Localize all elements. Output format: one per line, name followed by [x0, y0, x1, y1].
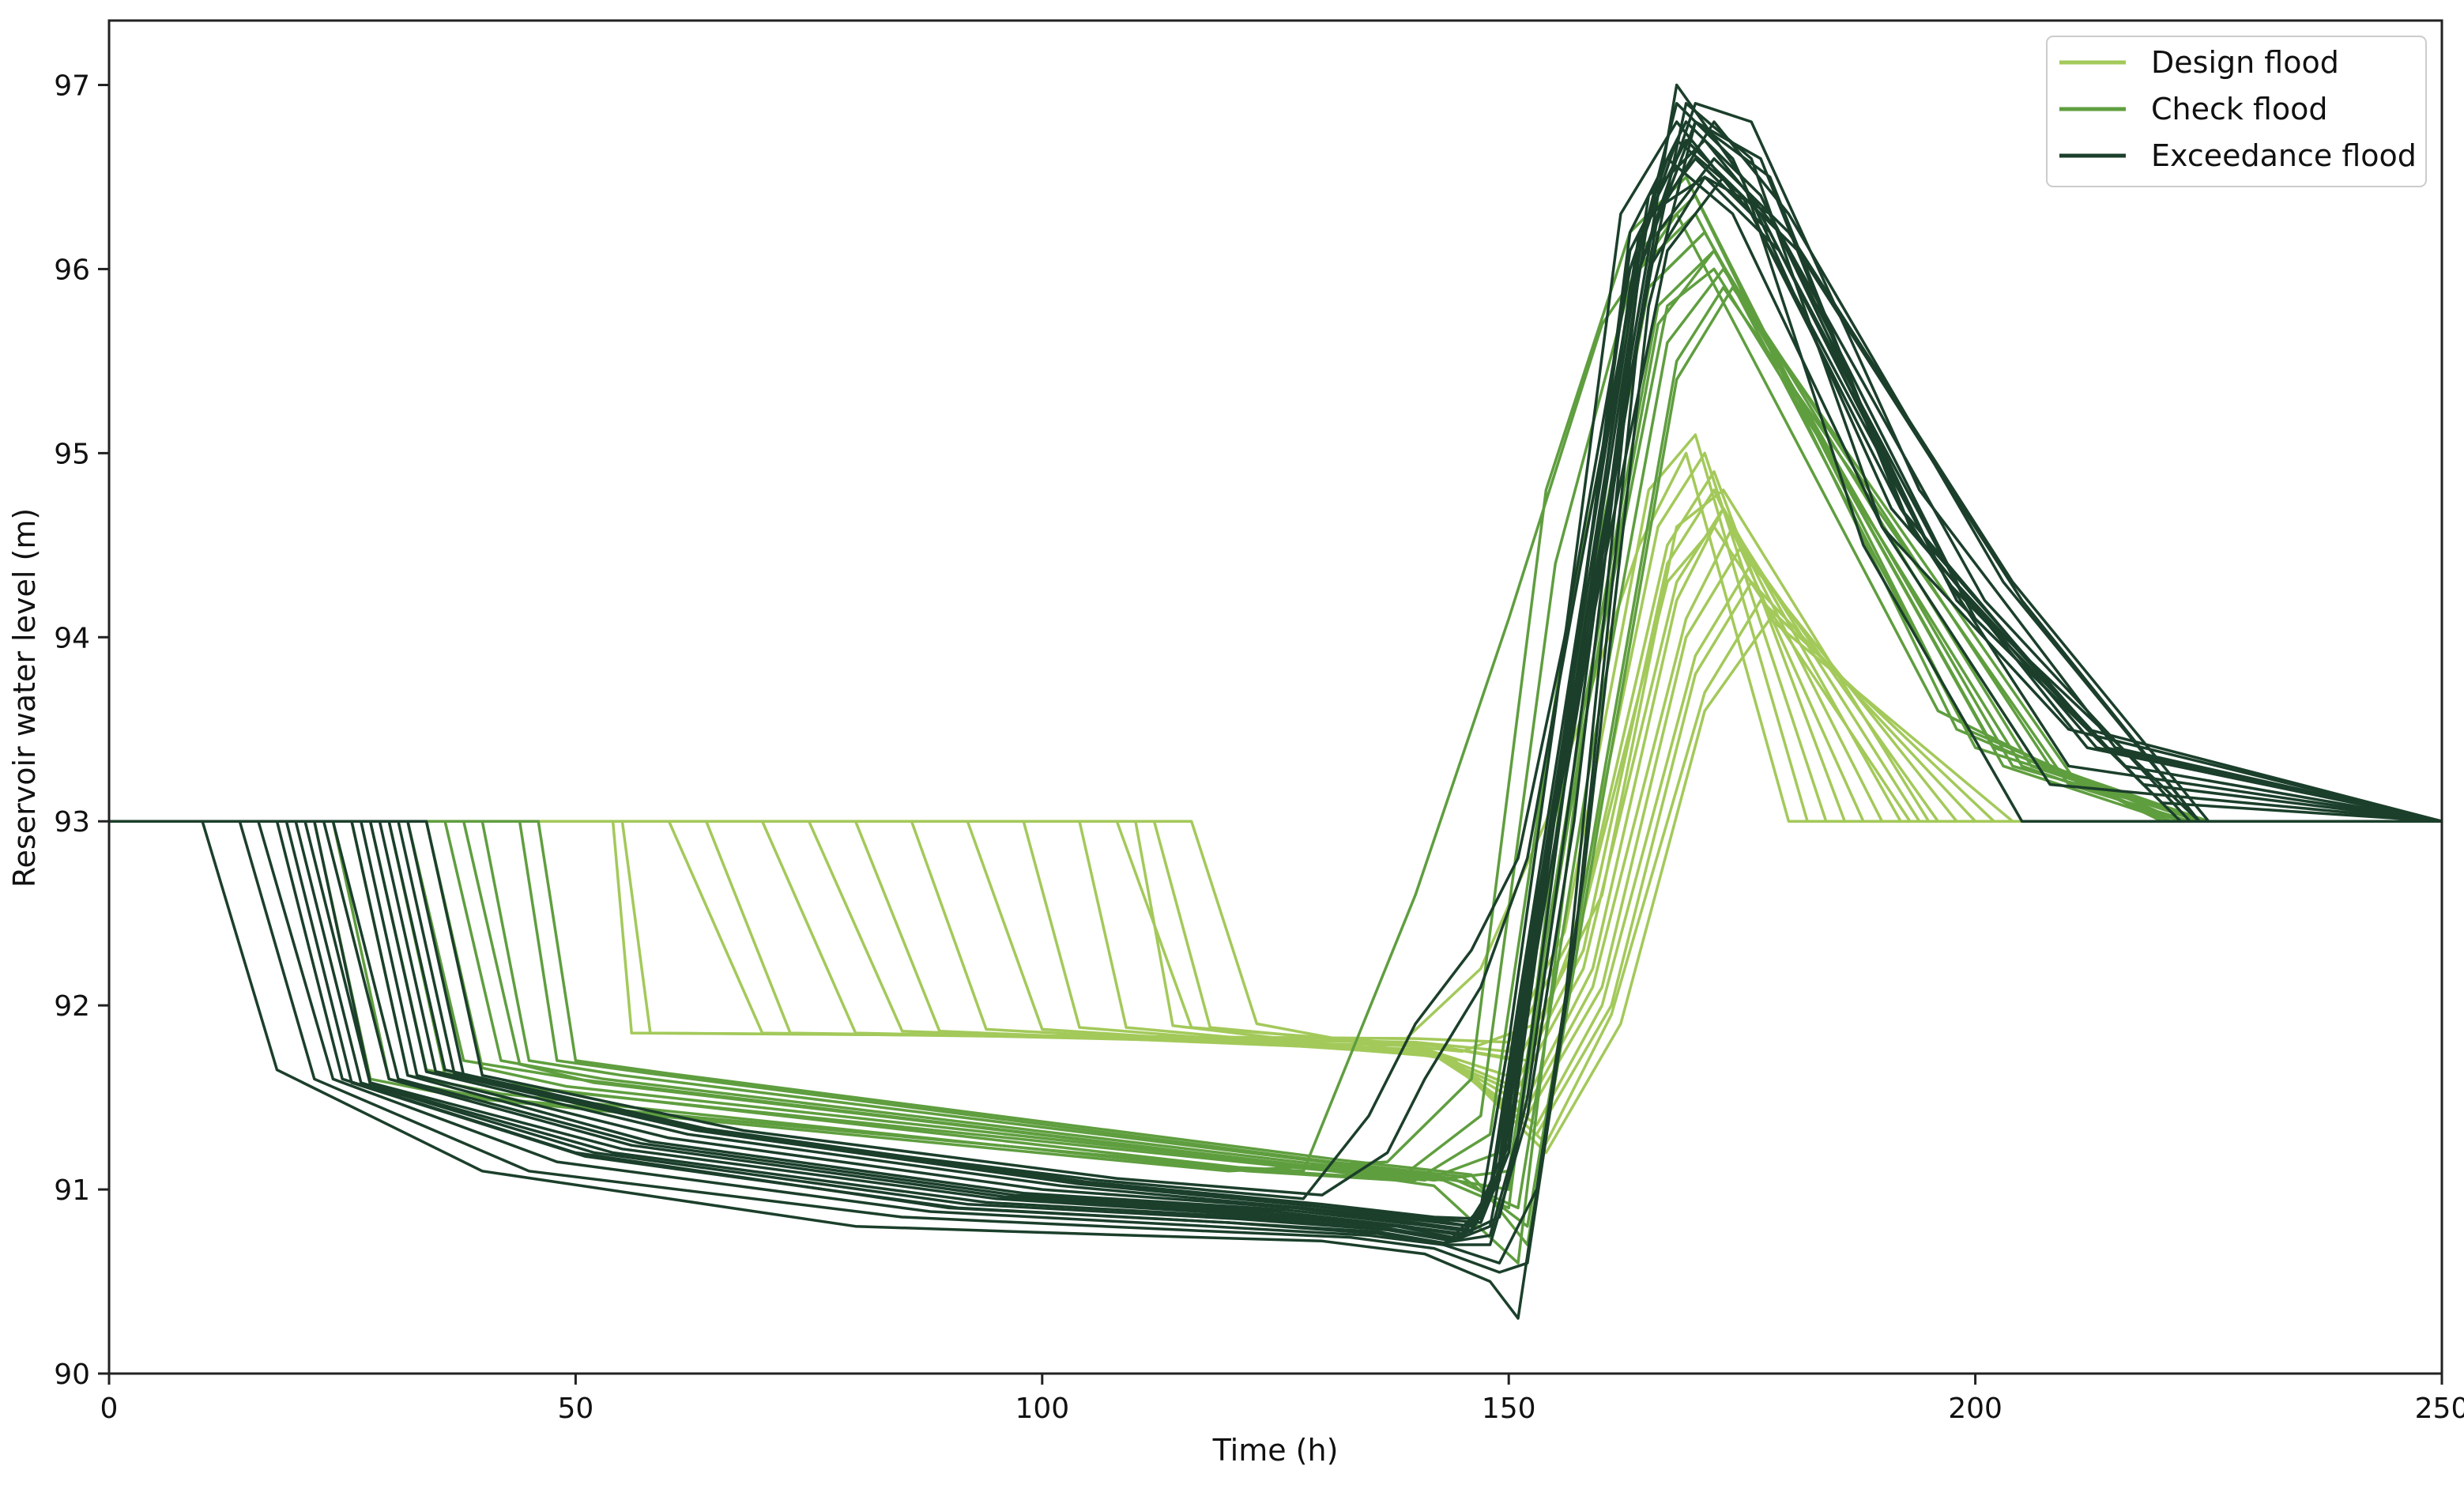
exceedance-flood-line-15 [109, 138, 2443, 1197]
x-tick-label: 250 [2415, 1393, 2464, 1425]
check-flood-line-12 [109, 285, 2442, 1246]
x-tick-label: 0 [100, 1393, 119, 1425]
exceedance-flood-line-3 [109, 120, 2443, 1265]
x-tick-label: 150 [1482, 1393, 1536, 1425]
design-flood-line-13 [109, 451, 2442, 1040]
exceedance-flood-line-13 [109, 175, 2442, 1221]
y-tick-label: 90 [54, 1359, 90, 1391]
design-flood-line-15 [109, 525, 2442, 1062]
exceedance-flood-line-9 [109, 175, 2442, 1234]
y-tick-label: 96 [54, 254, 90, 286]
y-tick-label: 93 [54, 806, 90, 839]
legend-label-design: Design flood [2151, 45, 2339, 80]
exceedance-flood-line-11 [109, 120, 2442, 1228]
y-tick-label: 91 [54, 1174, 90, 1207]
exceedance-flood-line-10 [109, 138, 2442, 1232]
y-tick-label: 94 [54, 622, 90, 654]
exceedance-flood-line-5 [109, 120, 2443, 1243]
design-flood-line-10 [109, 580, 2442, 1136]
series-group-exceedance-flood [109, 83, 2443, 1320]
design-flood-line-5 [109, 507, 2442, 1090]
check-flood-line-10 [109, 267, 2442, 1265]
design-flood-line-1 [109, 433, 2442, 1044]
x-axis-title: Time (h) [1212, 1433, 1339, 1468]
check-flood-line-11 [109, 231, 2442, 1210]
check-flood-line-6 [109, 285, 2442, 1228]
x-tick-label: 50 [557, 1393, 593, 1425]
x-tick-label: 100 [1015, 1393, 1069, 1425]
design-flood-line-6 [109, 507, 2442, 1099]
exceedance-flood-line-18 [109, 175, 2442, 1228]
series-layer [109, 83, 2443, 1320]
y-tick-label: 92 [54, 990, 90, 1023]
x-tick-label: 200 [1948, 1393, 2002, 1425]
legend-box [2046, 36, 2427, 187]
check-flood-line-8 [109, 175, 2442, 1173]
check-flood-line-4 [109, 249, 2442, 1191]
design-flood-line-8 [109, 544, 2442, 1118]
exceedance-flood-line-17 [109, 102, 2443, 1245]
axes-layer: 0 50 100 150 200 250 90 91 92 93 94 95 96 97 [54, 70, 2464, 1425]
legend: Design flood Check flood Exceedance floo… [2046, 36, 2427, 187]
y-tick-label: 97 [54, 70, 90, 103]
y-tick-label: 95 [54, 438, 90, 470]
y-axis-title: Reservoir water level (m) [7, 508, 42, 888]
design-flood-line-11 [109, 598, 2442, 1145]
design-flood-line-7 [109, 525, 2442, 1109]
exceedance-flood-line-16 [109, 102, 2443, 1241]
plot-frame [107, 19, 2443, 1375]
design-flood-line-12 [109, 617, 2442, 1155]
legend-label-exceedance: Exceedance flood [2151, 138, 2417, 173]
check-flood-line-5 [109, 267, 2442, 1210]
legend-label-check: Check flood [2151, 92, 2328, 126]
exceedance-flood-line-1 [109, 83, 2442, 1320]
